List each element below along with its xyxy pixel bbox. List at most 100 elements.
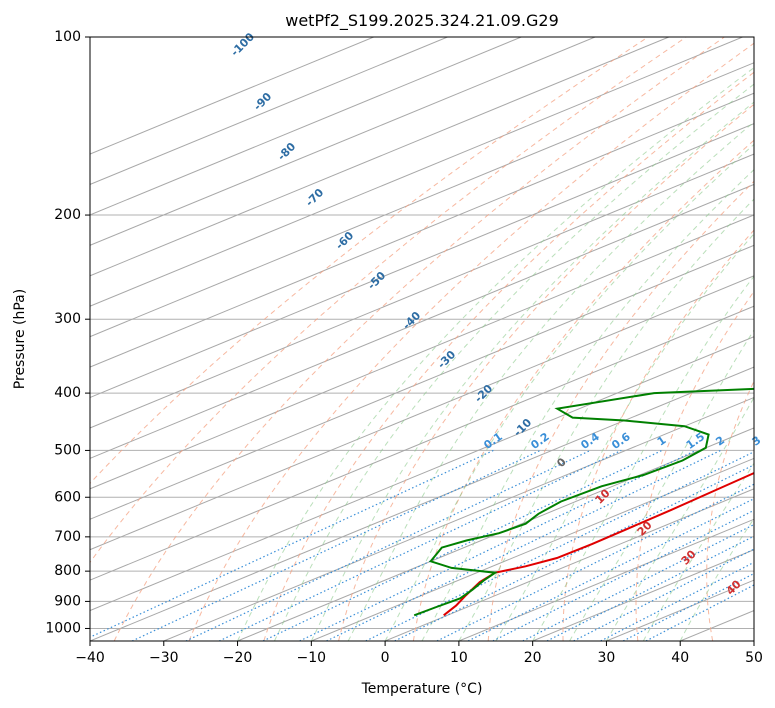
isotherm-line xyxy=(90,275,754,551)
y-tick-label: 200 xyxy=(54,207,81,223)
dry-adiabat xyxy=(90,37,687,564)
x-tick-label: 10 xyxy=(450,650,468,666)
series-lines xyxy=(413,387,754,617)
dry-adiabat xyxy=(635,290,754,641)
isotherm-line xyxy=(90,37,448,186)
moist-adiabat xyxy=(569,329,754,641)
y-tick-label: 800 xyxy=(54,563,81,579)
y-tick-label: 900 xyxy=(54,593,81,609)
moist-adiabat xyxy=(384,143,754,641)
mixing-ratio-line xyxy=(467,498,754,641)
x-tick-label: 20 xyxy=(524,650,542,666)
isotherm-line xyxy=(90,183,754,459)
isotherm-line xyxy=(680,610,754,641)
dry-adiabat-label: -60 xyxy=(333,229,356,252)
mixing-ratio-line xyxy=(492,509,754,641)
y-tick-label: 100 xyxy=(54,29,81,45)
mixing-ratio-label: 2 xyxy=(713,433,727,448)
isotherm-line xyxy=(90,244,754,520)
isotherm-line xyxy=(90,37,670,277)
plot-frame xyxy=(89,36,755,642)
series-line-1 xyxy=(443,471,754,617)
isotherm-line xyxy=(458,518,754,641)
moist-adiabat xyxy=(310,101,754,641)
isotherm-line xyxy=(90,336,754,612)
moist-adiabat xyxy=(642,462,754,641)
isotherm-line xyxy=(90,37,374,155)
isotherm-line xyxy=(384,488,754,641)
mixing-ratio-line xyxy=(326,449,721,641)
dry-adiabat-label: -70 xyxy=(303,186,326,209)
moist-adiabat xyxy=(532,275,754,641)
isotherm-line xyxy=(90,123,754,399)
moist-adiabat xyxy=(605,396,754,641)
x-axis-label: Temperature (°C) xyxy=(361,681,483,697)
isotherm-line xyxy=(90,214,754,490)
mixing-ratio-label: 0.1 xyxy=(481,430,504,452)
adiabat-lines xyxy=(90,37,754,641)
isotherm-line xyxy=(90,62,754,338)
mixing-ratio-label: 0.4 xyxy=(578,430,602,452)
dry-adiabat xyxy=(706,380,754,641)
mixing-ratio-label: 1 xyxy=(655,433,669,448)
grid xyxy=(90,37,754,641)
x-tick-label: −30 xyxy=(149,650,179,666)
isotherm-line xyxy=(532,549,754,641)
y-tick-label: 300 xyxy=(54,311,81,327)
dry-adiabat-label: 0 xyxy=(554,455,569,470)
isotherm-line xyxy=(90,37,522,216)
moist-adiabat xyxy=(458,198,754,641)
isotherm-line xyxy=(237,427,754,641)
isotherm-line xyxy=(90,37,596,246)
moist-adiabat xyxy=(679,517,754,641)
y-axis-label: Pressure (hPa) xyxy=(12,289,28,389)
dry-adiabat xyxy=(90,37,649,485)
dry-adiabat xyxy=(113,37,725,641)
mixing-ratio-lines xyxy=(90,449,754,641)
x-tick-label: −20 xyxy=(223,650,253,666)
isotherm-line xyxy=(311,457,754,641)
dry-adiabat xyxy=(487,180,754,641)
axes: −40 −30 −20 −10 0 10 20 30 40 5010020030040050060… xyxy=(45,29,763,666)
mixing-ratio-line xyxy=(185,449,591,641)
dry-adiabat xyxy=(412,139,754,641)
moist-adiabat xyxy=(237,67,754,641)
dry-adiabat xyxy=(188,42,754,641)
series-line-2 xyxy=(413,387,754,617)
moist-adiabat xyxy=(421,168,754,641)
moist-adiabat xyxy=(495,233,754,641)
y-tick-label: 400 xyxy=(54,385,81,401)
mixing-ratio-line xyxy=(622,572,754,641)
dry-adiabat-label: -80 xyxy=(275,140,298,163)
dry-adiabat xyxy=(562,229,754,641)
mixing-ratio-line xyxy=(645,584,754,641)
isotherm-line xyxy=(90,153,754,429)
dry-adiabat xyxy=(263,71,754,641)
isotherm-line xyxy=(90,305,754,581)
x-tick-label: 40 xyxy=(671,650,689,666)
x-tick-label: 50 xyxy=(745,650,763,666)
mixing-ratio-line xyxy=(436,483,754,641)
dry-adiabat-label: -30 xyxy=(435,348,458,371)
y-tick-label: 500 xyxy=(54,442,81,458)
isotherm-line xyxy=(753,640,754,641)
x-tick-label: 30 xyxy=(598,650,616,666)
dry-adiabat-label: -50 xyxy=(365,269,388,292)
isotherm-line xyxy=(90,366,754,641)
dry-adiabat-label: -20 xyxy=(472,382,495,405)
y-tick-label: 600 xyxy=(54,489,81,505)
dry-adiabat-label: -100 xyxy=(228,30,257,59)
mixing-ratio-line xyxy=(299,449,697,641)
y-tick-label: 1000 xyxy=(45,620,81,636)
mixing-ratio-line xyxy=(262,449,663,641)
isoline-labels: -100-90-80-70-60-50-40-30-20-10010203040… xyxy=(228,30,763,598)
chart-title: wetPf2_S199.2025.324.21.09.G29 xyxy=(285,11,559,31)
moist-adiabat xyxy=(273,83,754,641)
dry-adiabat-label: 20 xyxy=(635,518,655,538)
dry-adiabat-label: 30 xyxy=(679,547,699,567)
isotherm-line xyxy=(163,396,754,641)
x-tick-label: −10 xyxy=(297,650,327,666)
mixing-ratio-line xyxy=(573,548,754,641)
x-tick-label: 0 xyxy=(381,650,390,666)
